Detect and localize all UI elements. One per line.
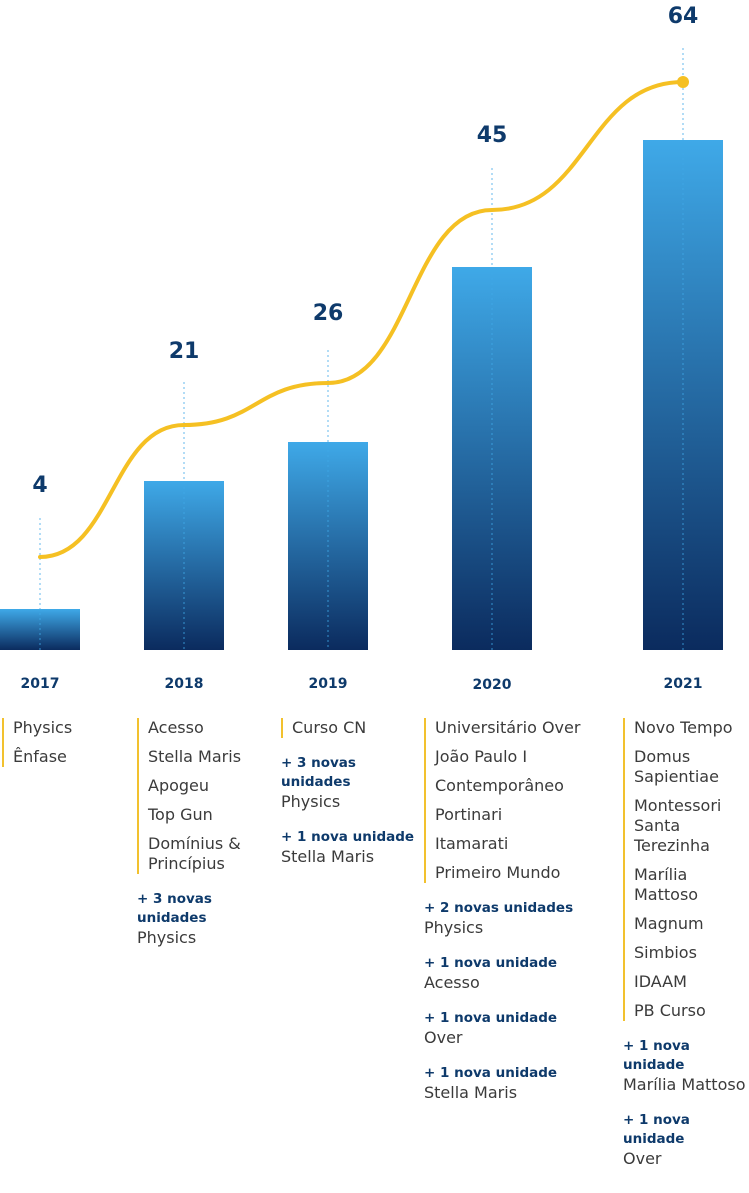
new-units-block: + 1 nova unidade Over (424, 1009, 614, 1048)
new-units-heading: + 3 novas unidades (137, 891, 212, 926)
new-units-block: + 3 novas unidades Physics (281, 754, 421, 812)
new-units-block: + 1 nova unidade Stella Maris (424, 1064, 614, 1103)
trend-end-dot (677, 76, 689, 88)
new-units-name: Stella Maris (281, 847, 375, 866)
new-units-heading: + 1 nova unidade (623, 1038, 690, 1073)
new-units-name: Physics (281, 792, 341, 811)
school-name: Physics (13, 718, 73, 737)
new-units-name: Stella Maris (424, 1083, 518, 1102)
new-units-name: Over (424, 1028, 463, 1047)
year-label-2021: 2021 (664, 676, 703, 692)
school-name: Marília Mattoso (634, 865, 699, 904)
new-units-name: Acesso (424, 973, 480, 992)
school-list-2021: Novo Tempo Domus Sapientiae Montessori San… (623, 718, 749, 1021)
column-2019: Curso CN + 3 novas unidades Physics + 1 nov… (281, 718, 421, 867)
value-label-2020: 45 (477, 123, 508, 148)
column-2021: Novo Tempo Domus Sapientiae Montessori San… (623, 718, 749, 1169)
new-units-name: Physics (424, 918, 484, 937)
year-label-2018: 2018 (165, 676, 204, 692)
school-name: Apogeu (148, 776, 210, 795)
new-units-block: + 1 nova unidade Marília Mattoso (623, 1037, 749, 1095)
new-units-name: Marília Mattoso (623, 1075, 746, 1094)
year-label-2020: 2020 (473, 677, 512, 693)
value-label-2017: 4 (32, 473, 47, 498)
school-name: Stella Maris (148, 747, 242, 766)
new-units-block: + 3 novas unidades Physics (137, 890, 277, 948)
school-list-2020: Universitário Over João Paulo I Contemporâ… (424, 718, 614, 883)
bars-group (0, 140, 723, 650)
school-name: Domínius & Princípius (148, 834, 241, 873)
new-units-heading: + 1 nova unidade (424, 955, 558, 971)
new-units-name: Physics (137, 928, 197, 947)
school-name: Novo Tempo (634, 718, 733, 737)
year-label-2017: 2017 (21, 676, 60, 692)
value-label-2018: 21 (169, 339, 200, 364)
school-name: Portinari (435, 805, 503, 824)
school-name: Montessori Santa Terezinha (634, 796, 722, 855)
new-units-name: Over (623, 1149, 662, 1168)
growth-chart: 4 2017 21 2018 26 2019 45 2020 64 2021 (0, 4, 723, 693)
school-name: Itamarati (435, 834, 509, 853)
new-units-heading: + 1 nova unidade (281, 829, 415, 845)
trend-group (38, 76, 689, 559)
trend-line (38, 80, 685, 559)
value-label-2019: 26 (313, 301, 344, 326)
school-name: Magnum (634, 914, 704, 933)
new-units-block: + 1 nova unidade Over (623, 1111, 749, 1169)
school-name: PB Curso (634, 1001, 706, 1020)
school-name: Domus Sapientiae (634, 747, 719, 786)
bar-2018 (144, 481, 224, 650)
labels-group: 4 2017 21 2018 26 2019 45 2020 64 2021 (21, 4, 703, 693)
school-name: Top Gun (148, 805, 213, 824)
school-list-2019: Curso CN (281, 718, 421, 738)
new-units-heading: + 1 nova unidade (424, 1065, 558, 1081)
school-name: IDAAM (634, 972, 687, 991)
guides-group (39, 48, 684, 650)
column-2020: Universitário Over João Paulo I Contemporâ… (424, 718, 614, 1103)
column-2018: Acesso Stella Maris Apogeu Top Gun Domínius … (137, 718, 277, 948)
new-units-block: + 2 novas unidades Physics (424, 899, 614, 938)
school-name: Primeiro Mundo (435, 863, 561, 882)
year-label-2019: 2019 (309, 676, 348, 692)
school-name: Simbios (634, 943, 697, 962)
column-2017: Physics Ênfase (2, 718, 122, 767)
new-units-heading: + 3 novas unidades (281, 755, 356, 790)
school-name: Contemporâneo (435, 776, 564, 795)
new-units-heading: + 2 novas unidades (424, 900, 574, 916)
school-name: Universitário Over (435, 718, 581, 737)
school-name: Curso CN (292, 718, 367, 737)
new-units-block: + 1 nova unidade Acesso (424, 954, 614, 993)
school-list-2017: Physics Ênfase (2, 718, 122, 767)
school-name: Acesso (148, 718, 204, 737)
new-units-heading: + 1 nova unidade (424, 1010, 558, 1026)
new-units-block: + 1 nova unidade Stella Maris (281, 828, 421, 867)
new-units-heading: + 1 nova unidade (623, 1112, 690, 1147)
value-label-2021: 64 (668, 4, 699, 29)
school-name: João Paulo I (435, 747, 528, 766)
school-name: Ênfase (13, 747, 67, 766)
school-list-2018: Acesso Stella Maris Apogeu Top Gun Domínius … (137, 718, 277, 874)
